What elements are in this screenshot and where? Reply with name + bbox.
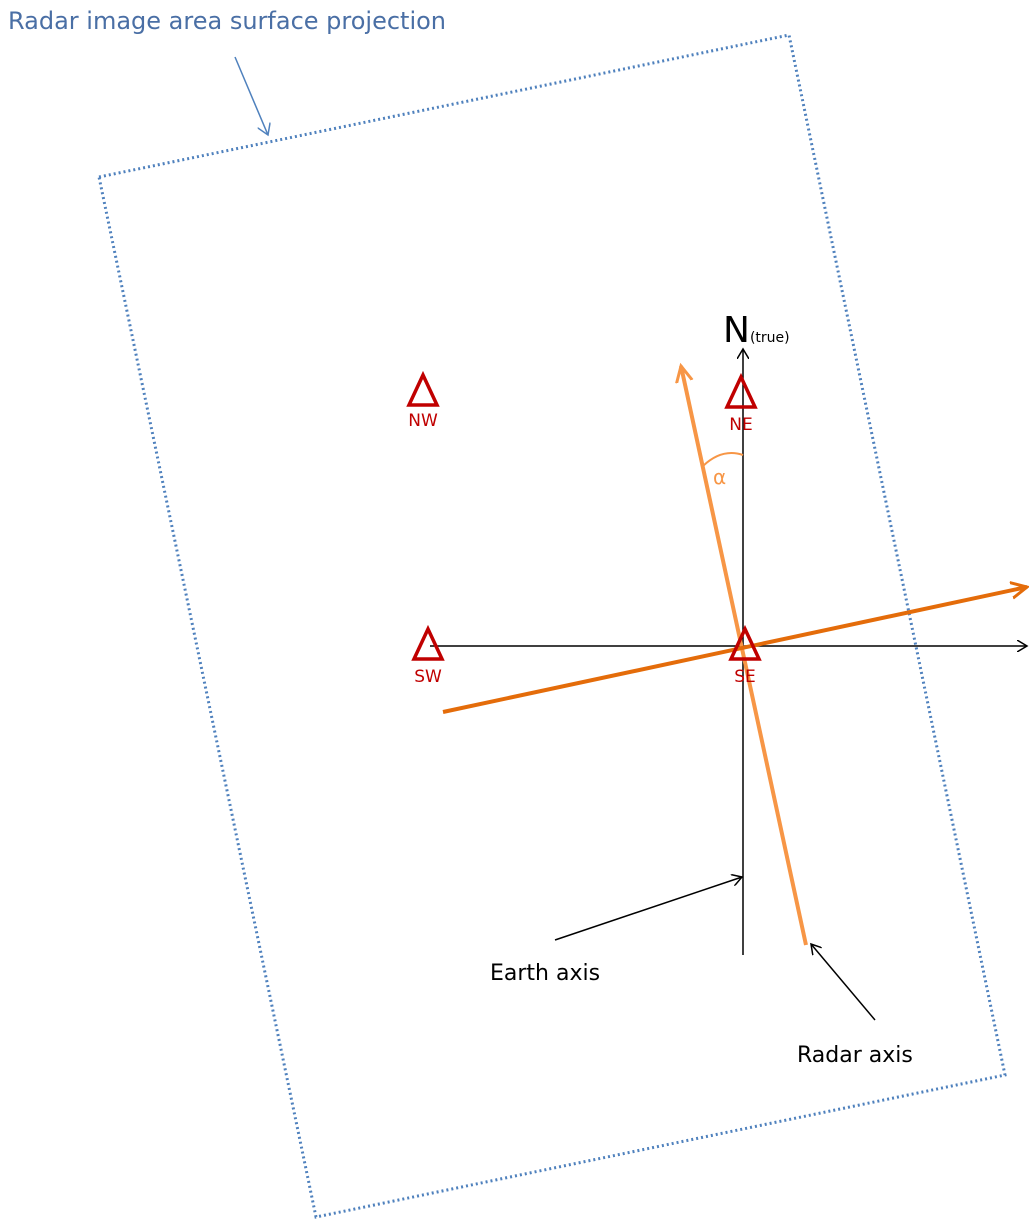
- station-label: SE: [734, 667, 756, 687]
- station-label: SW: [414, 667, 442, 687]
- radar-axis-label: Radar axis: [797, 1043, 913, 1068]
- station-sw: [411, 624, 445, 661]
- north-label: N(true): [723, 310, 790, 351]
- station-nw: [406, 370, 440, 407]
- radar-axis: [681, 366, 808, 946]
- title: Radar image area surface projection: [8, 7, 446, 35]
- image-area: [97, 33, 1007, 1219]
- station-label: NE: [729, 415, 752, 435]
- title-pointer: [234, 56, 268, 135]
- station-ne: [724, 372, 758, 409]
- radar-axis-pointer: [811, 944, 876, 1021]
- angle-label: α: [713, 465, 726, 489]
- angle-arc: [702, 452, 744, 467]
- earth-axis-label: Earth axis: [490, 961, 600, 986]
- earth-axis-pointer: [554, 877, 742, 941]
- station-se: [728, 624, 762, 661]
- station-label: NW: [408, 411, 438, 431]
- stations: [406, 370, 762, 661]
